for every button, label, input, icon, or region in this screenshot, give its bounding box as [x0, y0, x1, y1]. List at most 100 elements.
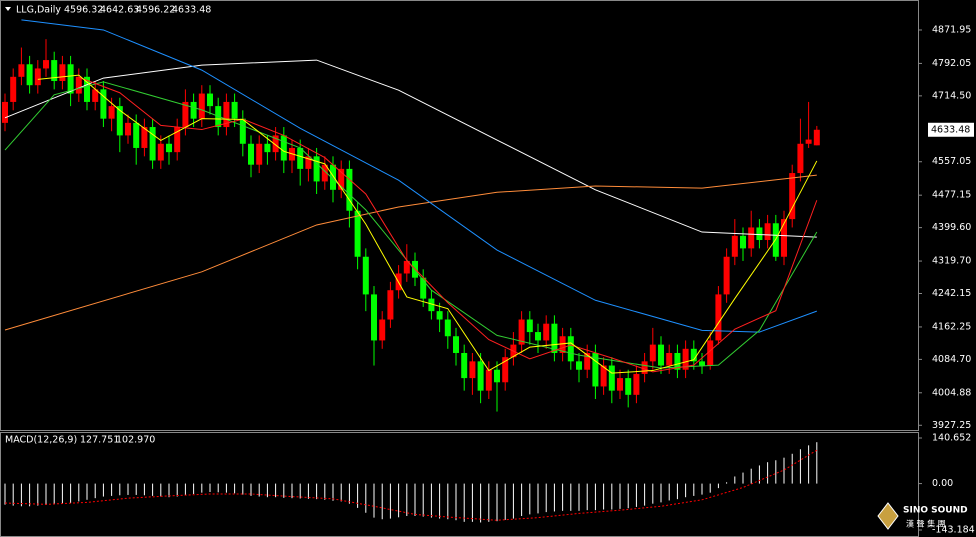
y-tick-label: 4162.25 [932, 321, 971, 332]
candle-body [428, 298, 435, 312]
y-tick-label: 4399.60 [932, 222, 971, 233]
candle-body [354, 210, 361, 257]
current-price-box [928, 122, 974, 137]
candle-body [576, 361, 583, 370]
candle-body [592, 352, 599, 387]
candle-body [715, 294, 722, 341]
macd-title: MACD(12,26,9) [5, 435, 77, 446]
moving-average-line [4, 59, 817, 238]
candle-body [190, 101, 197, 119]
candle-body [436, 311, 443, 320]
candle-body [748, 227, 755, 249]
candle-body [330, 164, 337, 190]
candle-body [59, 64, 66, 82]
candle-body [608, 365, 615, 391]
candle-body [600, 365, 607, 387]
main-panel-frame [0, 0, 919, 431]
candle-body [371, 294, 378, 341]
candle-body [264, 143, 271, 153]
moving-average-line [4, 81, 818, 369]
candle-body [223, 101, 230, 128]
current-price-label: 4633.48 [931, 124, 970, 135]
candle-body [682, 348, 689, 370]
candle-body [231, 101, 238, 119]
candle-body [26, 64, 33, 86]
y-tick-label: 4004.88 [932, 387, 971, 398]
candle-body [658, 344, 665, 366]
candle-body [43, 60, 50, 69]
y-tick-label: 3927.25 [932, 420, 971, 431]
y-tick-label: 140.652 [932, 433, 971, 444]
candle-body [453, 336, 460, 353]
candle-body [10, 76, 17, 102]
y-tick-label: 4477.15 [932, 190, 971, 201]
y-tick-label: 4319.70 [932, 256, 971, 267]
y-tick-label: 4714.50 [932, 90, 971, 101]
signal-line [4, 449, 818, 521]
y-tick-label: -143.184 [932, 524, 975, 535]
y-tick-label: 4242.15 [932, 288, 971, 299]
candle-body [444, 319, 451, 337]
candle-body [502, 357, 509, 383]
watermark-logo [877, 502, 899, 530]
candle-body [707, 340, 714, 366]
candle-body [51, 60, 58, 82]
y-tick-label: 4792.05 [932, 58, 971, 69]
candle-body [313, 156, 320, 182]
candle-body [92, 89, 99, 102]
candle-body [338, 168, 345, 190]
candle-body [781, 219, 788, 257]
candle-body [256, 143, 263, 165]
menu-arrow [5, 7, 11, 11]
candle-body [18, 64, 25, 77]
candle-body [551, 323, 558, 353]
candle-body [157, 143, 164, 161]
candle-body [141, 127, 148, 148]
candle-body [674, 352, 681, 370]
candle-body [305, 156, 312, 169]
candle-body [116, 106, 123, 136]
candle-body [272, 135, 279, 153]
candle-body [469, 361, 476, 379]
candle-body [690, 348, 697, 362]
candle-body [321, 164, 328, 182]
candle-body [731, 235, 738, 257]
candle-body [248, 143, 255, 165]
y-tick-label: 4871.95 [932, 24, 971, 35]
candle-body [625, 378, 632, 395]
candle-body [666, 352, 673, 366]
candle-body [723, 256, 730, 295]
y-tick-label: 0.00 [932, 478, 953, 489]
candle-body [461, 352, 468, 379]
candle-body [543, 323, 550, 341]
candle-body [797, 143, 804, 174]
watermark-subtitle: 漢 聲 集 團 [906, 519, 946, 529]
candle-body [756, 227, 763, 241]
candle-body [494, 369, 501, 383]
moving-average-line [21, 19, 817, 333]
candle-body [84, 76, 91, 102]
macd-main-value: 127.751 [80, 435, 119, 446]
y-tick-label: 4557.05 [932, 156, 971, 167]
ohlc-high: 4642.63 [100, 5, 139, 16]
macd-signal-value: 102.970 [116, 435, 155, 446]
candle-body [420, 277, 427, 299]
candle-body [403, 260, 410, 274]
candle-body [125, 122, 132, 136]
candle-body [362, 256, 369, 295]
candle-body [485, 369, 492, 391]
watermark-name: SINO SOUND [903, 506, 968, 516]
candle-body [149, 127, 156, 161]
candle-body [2, 101, 9, 123]
candle-body [166, 143, 173, 153]
candle-body [567, 336, 574, 362]
candle-body [649, 344, 656, 362]
candle-body [75, 76, 82, 94]
candle-body [805, 139, 812, 144]
candle-body [182, 101, 189, 128]
candle-body [297, 147, 304, 169]
candle-body [518, 319, 525, 345]
candle-body [641, 361, 648, 374]
